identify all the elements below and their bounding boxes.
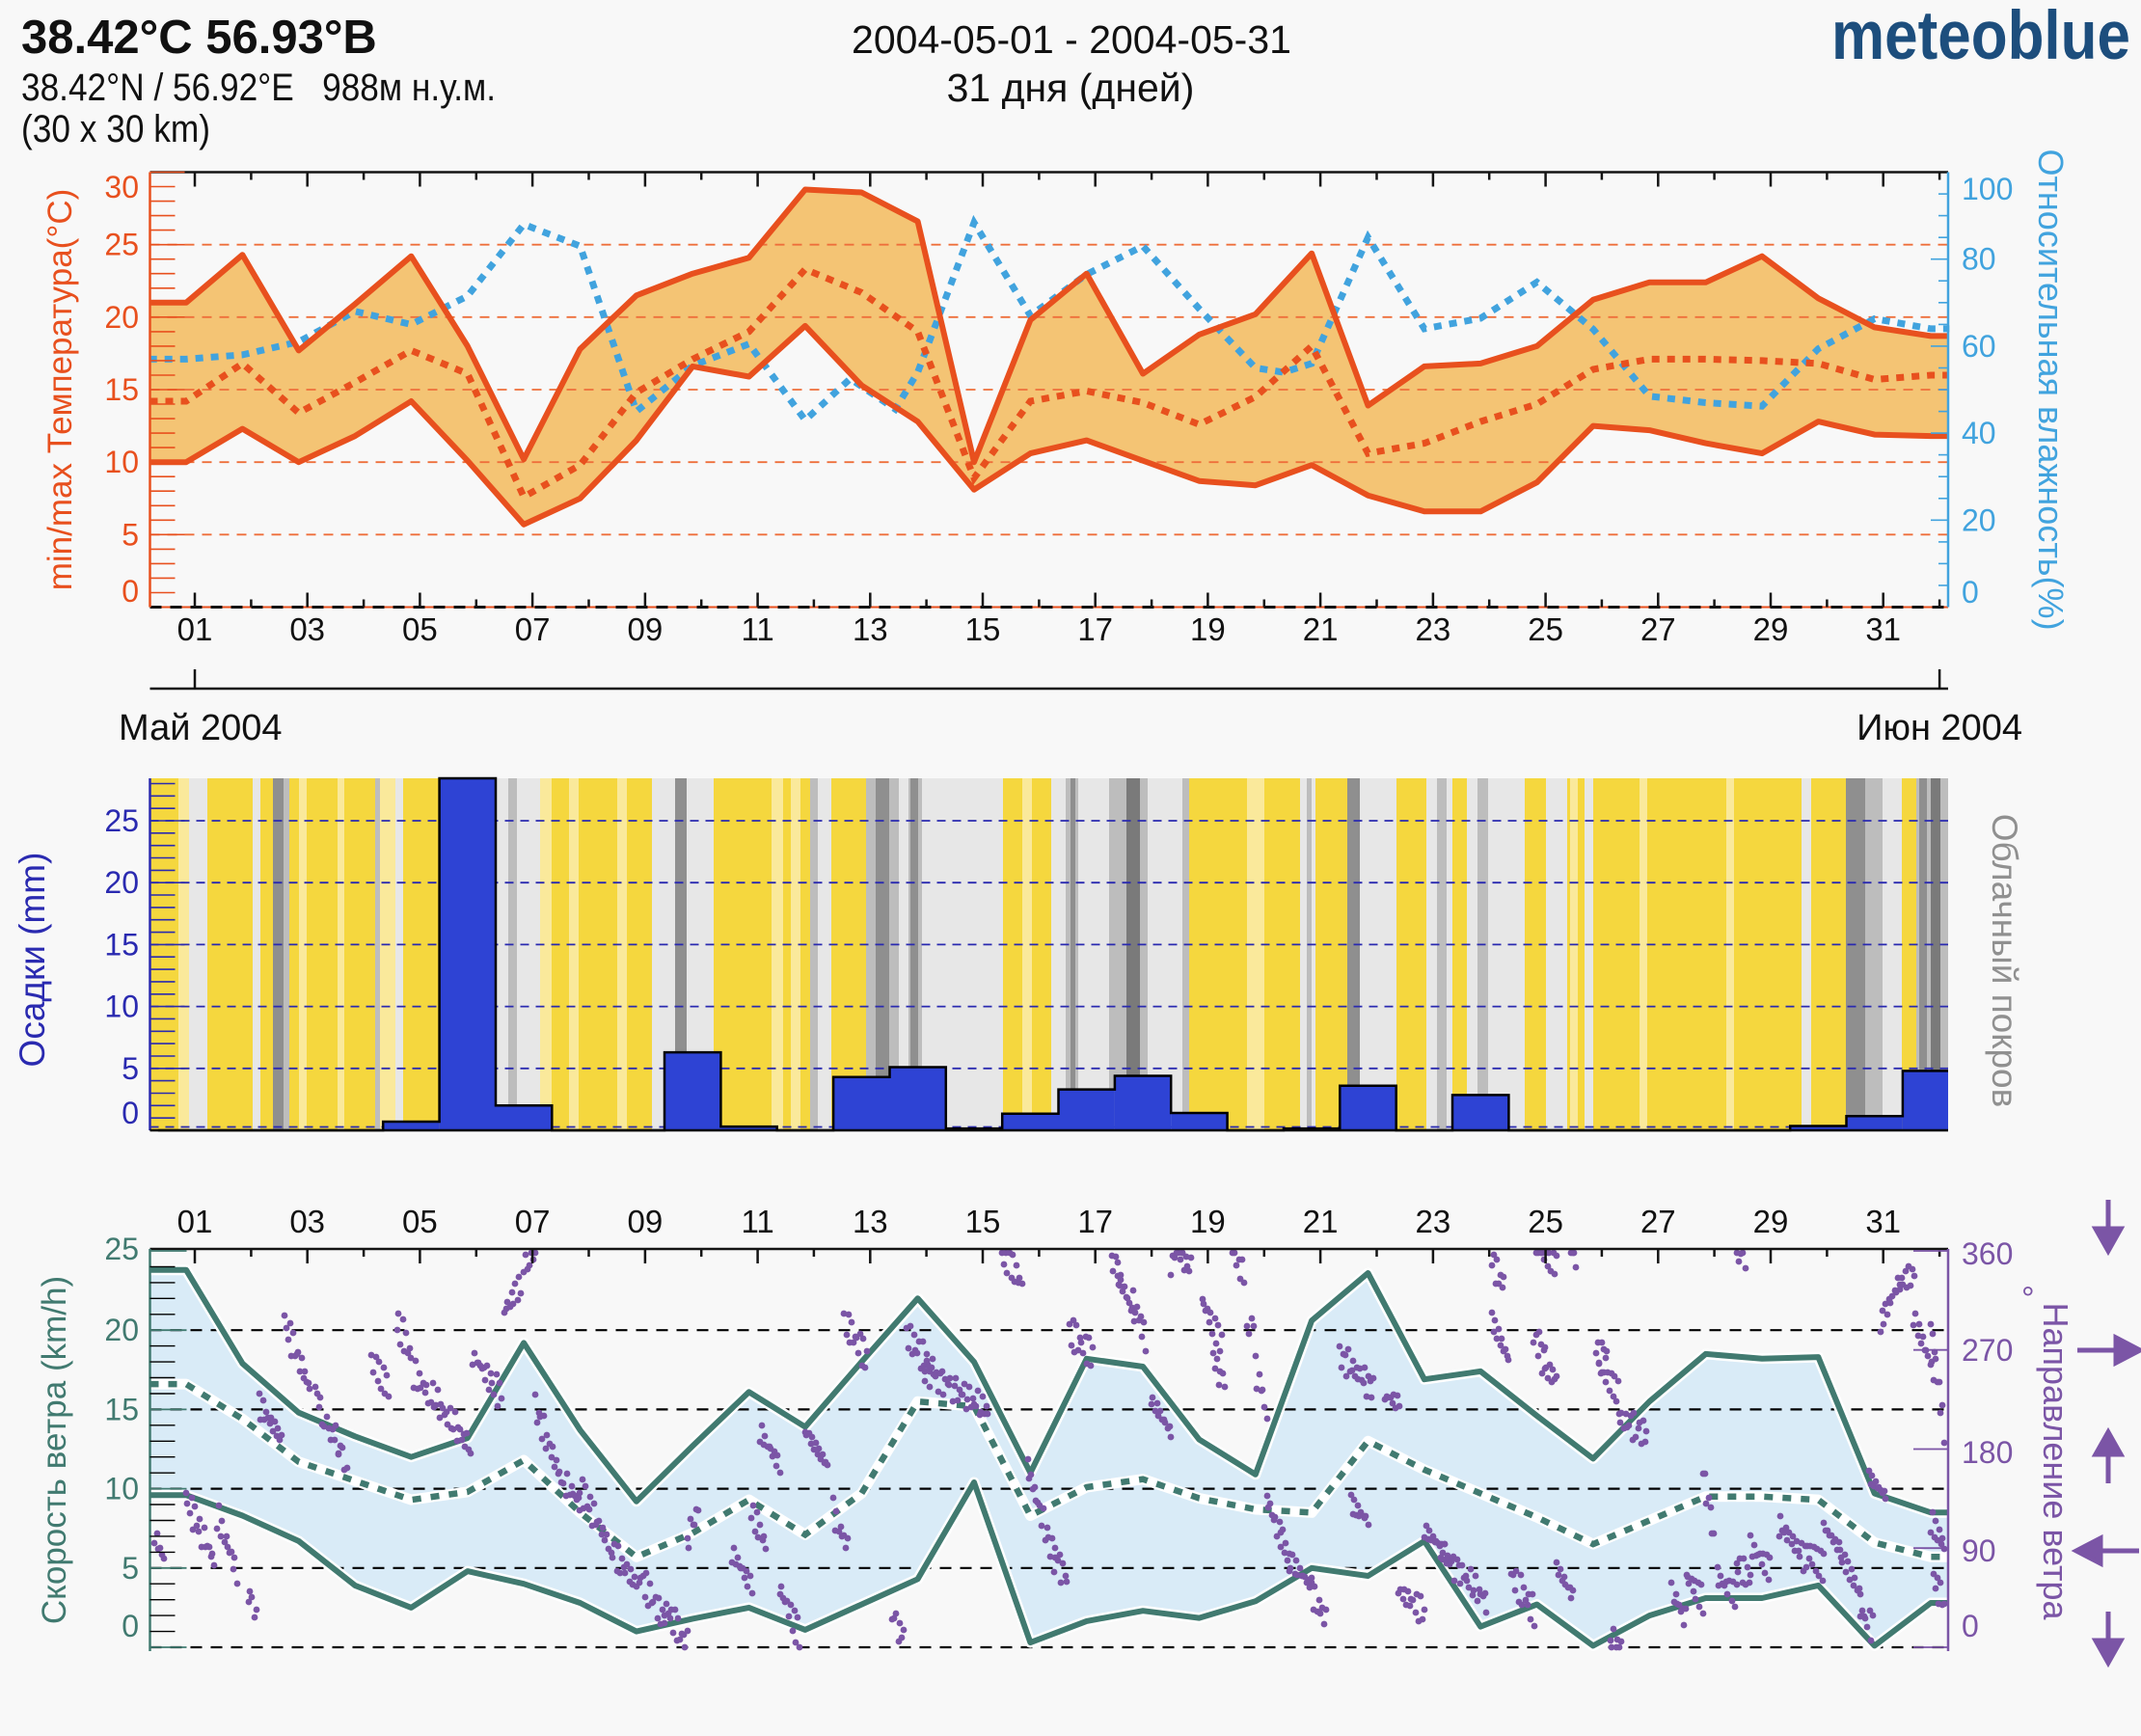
svg-text:15: 15 [965,1204,1001,1239]
svg-text:09: 09 [628,1204,664,1239]
svg-text:Июн 2004: Июн 2004 [1856,708,2022,748]
svg-text:60: 60 [1962,329,1996,364]
svg-text:Облачный покров: Облачный покров [1985,814,2024,1108]
svg-text:30: 30 [104,170,139,204]
svg-text:13: 13 [853,1204,888,1239]
svg-text:03: 03 [289,611,325,647]
svg-text:38.42°C 56.93°В: 38.42°C 56.93°В [21,12,377,64]
svg-text:min/max Температура(°C): min/max Температура(°C) [41,189,79,591]
svg-text:07: 07 [515,1204,551,1239]
svg-text:23: 23 [1416,1204,1451,1239]
svg-text:40: 40 [1962,416,1996,450]
svg-text:31: 31 [1865,1204,1901,1239]
svg-text:01: 01 [177,611,213,647]
svg-text:(30 x 30 km): (30 x 30 km) [21,108,210,150]
svg-text:20: 20 [104,300,139,335]
svg-text:21: 21 [1303,1204,1339,1239]
svg-text:38.42°N / 56.92°E 988м н.у.м: 38.42°N / 56.92°E 988м н.у.м. [21,67,496,109]
svg-text:25: 25 [1528,1204,1563,1239]
svg-text:10: 10 [104,1472,139,1506]
svg-text:0: 0 [1962,575,1979,610]
svg-text:2004-05-01 - 2004-05-31: 2004-05-01 - 2004-05-31 [852,17,1291,62]
svg-text:10: 10 [104,990,139,1024]
svg-text:90: 90 [1962,1533,1996,1568]
svg-text:80: 80 [1962,242,1996,277]
svg-text:25: 25 [1528,611,1563,647]
svg-text:05: 05 [402,1204,438,1239]
svg-text:5: 5 [122,1551,139,1586]
svg-text:25: 25 [104,803,139,838]
svg-text:270: 270 [1962,1333,2013,1368]
svg-text:20: 20 [1962,502,1996,537]
svg-text:5: 5 [122,1051,139,1086]
svg-text:Относительная влажность(%): Относительная влажность(%) [2031,149,2071,630]
svg-text:meteoblue: meteoblue [1831,0,2130,74]
svg-text:07: 07 [515,611,551,647]
svg-text:09: 09 [628,611,664,647]
svg-text:29: 29 [1753,1204,1789,1239]
svg-text:Осадки (mm): Осадки (mm) [13,853,52,1068]
svg-text:°: ° [2021,1281,2035,1317]
svg-text:20: 20 [104,865,139,900]
svg-text:Скорость ветра (km/h): Скорость ветра (km/h) [36,1276,73,1624]
svg-text:17: 17 [1077,611,1113,647]
svg-text:5: 5 [122,517,139,552]
svg-text:27: 27 [1640,1204,1676,1239]
svg-text:31: 31 [1865,611,1901,647]
svg-text:100: 100 [1962,172,2013,206]
svg-text:31 дня (дней): 31 дня (дней) [947,66,1195,110]
svg-text:29: 29 [1753,611,1789,647]
svg-text:11: 11 [741,611,773,647]
svg-text:360: 360 [1962,1236,2013,1271]
svg-text:21: 21 [1303,611,1339,647]
svg-text:0: 0 [122,574,139,609]
svg-text:25: 25 [104,228,139,262]
svg-text:13: 13 [853,611,888,647]
svg-text:Направление ветра: Направление ветра [2036,1303,2075,1621]
svg-text:15: 15 [104,372,139,407]
svg-text:05: 05 [402,611,438,647]
svg-text:10: 10 [104,445,139,479]
svg-text:15: 15 [104,927,139,962]
svg-text:0: 0 [122,1096,139,1130]
svg-text:19: 19 [1190,1204,1226,1239]
svg-text:11: 11 [741,1204,773,1239]
svg-text:15: 15 [104,1392,139,1426]
svg-text:17: 17 [1077,1204,1113,1239]
svg-text:25: 25 [104,1232,139,1266]
svg-text:03: 03 [289,1204,325,1239]
svg-text:0: 0 [1962,1609,1979,1643]
svg-text:20: 20 [104,1313,139,1347]
svg-text:180: 180 [1962,1435,2013,1470]
svg-text:23: 23 [1416,611,1451,647]
svg-text:15: 15 [965,611,1001,647]
svg-text:01: 01 [177,1204,213,1239]
svg-text:19: 19 [1190,611,1226,647]
svg-text:0: 0 [122,1609,139,1643]
svg-text:Май 2004: Май 2004 [119,708,283,748]
svg-text:27: 27 [1640,611,1676,647]
